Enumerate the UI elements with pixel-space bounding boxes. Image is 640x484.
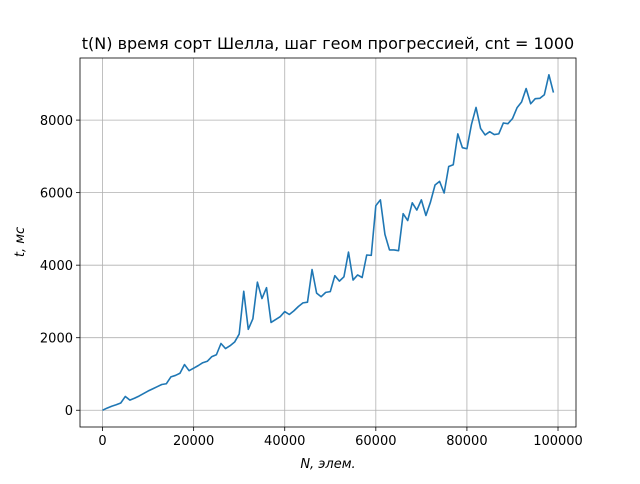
chart-title: t(N) время сорт Шелла, шаг геом прогресс…	[82, 34, 574, 53]
x-tick-label: 20000	[173, 434, 214, 449]
x-axis-label: N, элем.	[300, 457, 355, 472]
x-tick-label: 0	[98, 434, 106, 449]
y-tick-label: 6000	[40, 187, 73, 202]
x-tick-label: 60000	[355, 434, 396, 449]
y-axis-label: t, мс	[13, 227, 28, 257]
x-tick-label: 80000	[446, 434, 487, 449]
y-tick-label: 2000	[40, 332, 73, 347]
data-line	[102, 73, 555, 411]
y-tick-label: 8000	[40, 114, 73, 129]
x-tick-label: 100000	[533, 434, 583, 449]
x-tick-label: 40000	[264, 434, 305, 449]
y-tick-label: 4000	[40, 259, 73, 274]
y-tick-label: 0	[65, 404, 73, 419]
plot-frame	[79, 57, 577, 428]
